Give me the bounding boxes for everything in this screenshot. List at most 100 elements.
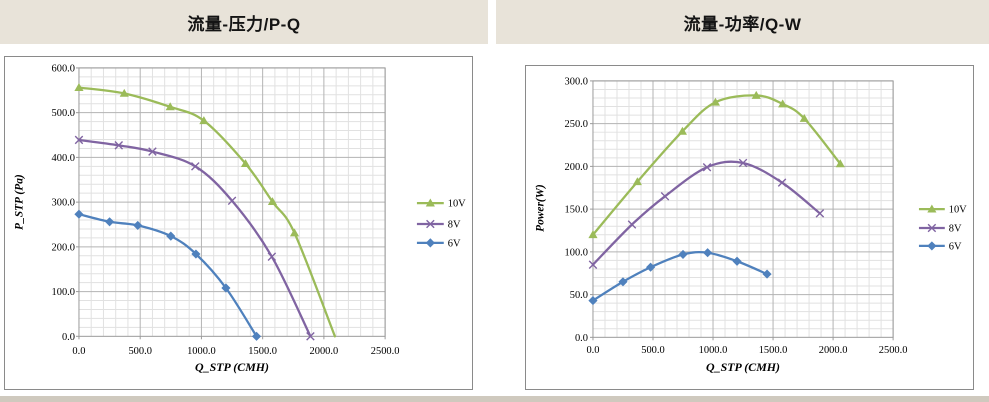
legend-item-8v: 8V (918, 223, 962, 234)
x-axis-title: Q_STP (CMH) (195, 360, 269, 374)
y-tick-label: 200.0 (565, 162, 588, 173)
data-point-marker (425, 238, 435, 248)
tick-labels: 0.0 500.0 1000.0 1500.0 2000.0 2500.0 0.0 100.0… (52, 63, 400, 357)
qw-chart-title-bar: 流量-功率/Q-W (496, 0, 989, 44)
y-tick-label: 300.0 (565, 76, 588, 87)
y-tick-label: 600.0 (52, 63, 75, 74)
x-tick-label: 2000.0 (819, 345, 848, 356)
series-8v (74, 135, 315, 341)
axis-tick-marks (75, 67, 386, 340)
axis-tick-marks (589, 80, 894, 341)
data-point-marker (799, 113, 809, 122)
y-tick-label: 0.0 (575, 333, 588, 344)
legend-item-6v: 6V (918, 241, 962, 252)
data-point-marker (927, 223, 937, 233)
data-point-marker (267, 197, 278, 206)
data-point-marker (166, 231, 176, 241)
legend: 10V 8V 6V (918, 204, 967, 252)
data-point-marker (267, 252, 277, 261)
data-point-marker (199, 116, 209, 125)
series-8v (588, 158, 825, 269)
data-point-marker (148, 147, 157, 156)
major-gridlines (78, 67, 386, 337)
legend-label: 8V (448, 219, 461, 230)
data-point-marker (762, 269, 772, 279)
y-tick-label: 100.0 (565, 247, 588, 258)
qw-chart: 0.0 500.0 1000.0 1500.0 2000.0 2500.0 0.0 50.0 1… (534, 76, 967, 374)
y-axis-title: Power(W) (534, 184, 546, 232)
data-point-marker (240, 159, 251, 168)
data-point-marker (646, 262, 656, 272)
y-tick-label: 100.0 (52, 287, 75, 298)
data-point-marker (751, 90, 761, 99)
qw-chart-box: 0.0 500.0 1000.0 1500.0 2000.0 2500.0 0.0 50.0 1… (525, 65, 974, 390)
legend: 10V 8V 6V (416, 198, 466, 249)
x-tick-label: 2500.0 (879, 345, 908, 356)
series-10v (588, 90, 845, 239)
data-point-marker (119, 88, 129, 97)
y-tick-label: 300.0 (52, 198, 75, 209)
data-point-marker (425, 198, 435, 207)
data-point-marker (627, 220, 637, 229)
x-tick-label: 500.0 (641, 345, 664, 356)
legend-item-6v: 6V (416, 238, 461, 249)
y-tick-label: 50.0 (570, 290, 588, 301)
series-line-10v (77, 86, 337, 338)
y-tick-label: 250.0 (565, 119, 588, 130)
data-point-marker (703, 248, 713, 258)
y-tick-label: 400.0 (52, 153, 75, 164)
data-point-marker (632, 177, 642, 186)
x-tick-label: 1500.0 (759, 345, 788, 356)
data-point-marker (702, 162, 712, 172)
data-point-marker (191, 162, 200, 171)
x-tick-label: 0.0 (72, 346, 85, 357)
plot-area-border (592, 80, 894, 338)
x-tick-label: 0.0 (586, 345, 599, 356)
data-point-marker (660, 192, 670, 201)
y-tick-label: 150.0 (565, 205, 588, 216)
series-10v (74, 83, 337, 338)
y-tick-label: 0.0 (62, 332, 75, 343)
data-point-marker (732, 256, 742, 266)
legend-item-10v: 10V (416, 198, 466, 210)
tick-labels: 0.0 500.0 1000.0 1500.0 2000.0 2500.0 0.0 50.0 1… (565, 76, 908, 356)
data-point-marker (815, 209, 825, 218)
legend-item-8v: 8V (416, 219, 461, 230)
data-point-marker (678, 249, 688, 259)
data-point-marker (588, 230, 598, 239)
data-point-marker (289, 228, 300, 237)
pq-chart: 0.0 500.0 1000.0 1500.0 2000.0 2500.0 0.0 100.0… (13, 63, 466, 374)
data-point-marker (738, 158, 748, 168)
data-point-marker (588, 260, 598, 269)
data-point-marker (105, 217, 115, 227)
data-point-marker (710, 97, 721, 106)
x-tick-label: 2000.0 (310, 346, 339, 357)
qw-chart-title: 流量-功率/Q-W (683, 14, 802, 34)
series-line-6v (591, 250, 769, 302)
legend-label: 8V (949, 223, 962, 234)
legend-label: 10V (448, 199, 466, 210)
y-tick-label: 500.0 (52, 108, 75, 119)
legend-label: 6V (448, 238, 461, 249)
data-point-marker (133, 220, 143, 230)
legend-item-10v: 10V (918, 204, 967, 216)
series-6v (588, 248, 772, 306)
legend-label: 6V (949, 241, 962, 252)
x-tick-label: 1000.0 (699, 345, 728, 356)
data-point-marker (927, 241, 937, 251)
x-tick-label: 1000.0 (187, 346, 216, 357)
data-point-marker (306, 332, 315, 341)
data-point-marker (165, 102, 175, 111)
x-tick-label: 2500.0 (371, 346, 400, 357)
legend-label: 10V (949, 205, 967, 216)
data-point-marker (927, 204, 937, 213)
bottom-strip (0, 396, 989, 402)
pq-chart-box: 0.0 500.0 1000.0 1500.0 2000.0 2500.0 0.0 100.0… (4, 56, 473, 390)
data-point-marker (227, 196, 237, 206)
x-tick-label: 500.0 (128, 346, 151, 357)
data-point-marker (114, 141, 124, 150)
data-point-marker (777, 178, 787, 187)
data-point-marker (835, 159, 845, 168)
data-point-marker (74, 83, 84, 91)
data-point-marker (426, 219, 435, 229)
